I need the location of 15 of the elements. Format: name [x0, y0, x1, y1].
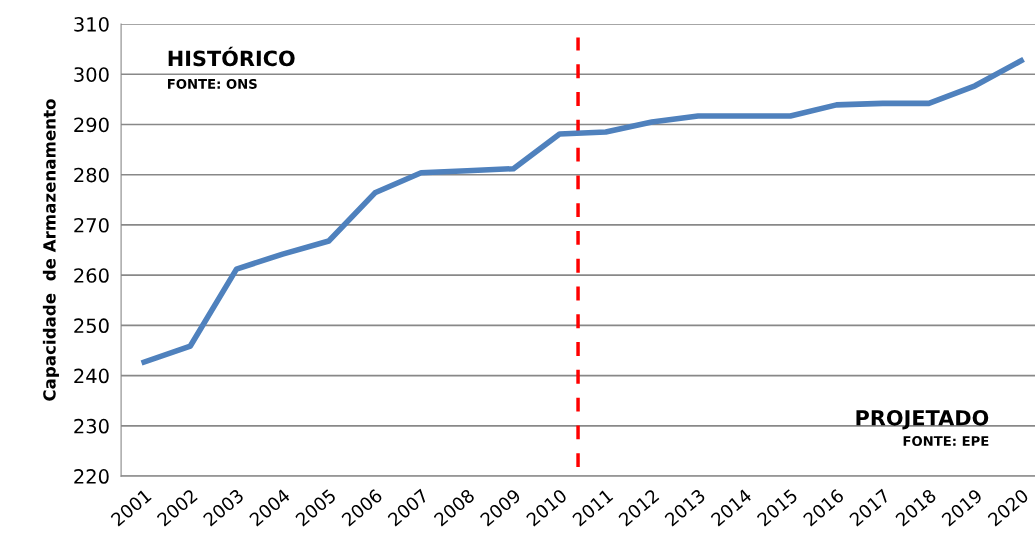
y-tick-label: 220 [74, 469, 109, 484]
y-tick-label: 290 [74, 117, 109, 133]
y-tick-label: 230 [74, 418, 109, 434]
annotation: PROJETADO [856, 409, 989, 430]
y-tick-label: 240 [74, 368, 109, 384]
annotation: FONTE: EPE [903, 436, 989, 447]
y-tick-label: 250 [74, 318, 109, 334]
annotation: FONTE: ONS [168, 78, 257, 89]
y-tick-label: 280 [74, 167, 109, 183]
annotation: HISTÓRICO [168, 46, 295, 67]
y-tick-label: 300 [74, 67, 109, 82]
y-tick-label: 310 [74, 16, 109, 32]
y-tick-label: 260 [74, 268, 109, 283]
y-tick-label: 270 [74, 217, 109, 233]
y-axis-title: Capacidade de Armazenamento [42, 99, 59, 401]
